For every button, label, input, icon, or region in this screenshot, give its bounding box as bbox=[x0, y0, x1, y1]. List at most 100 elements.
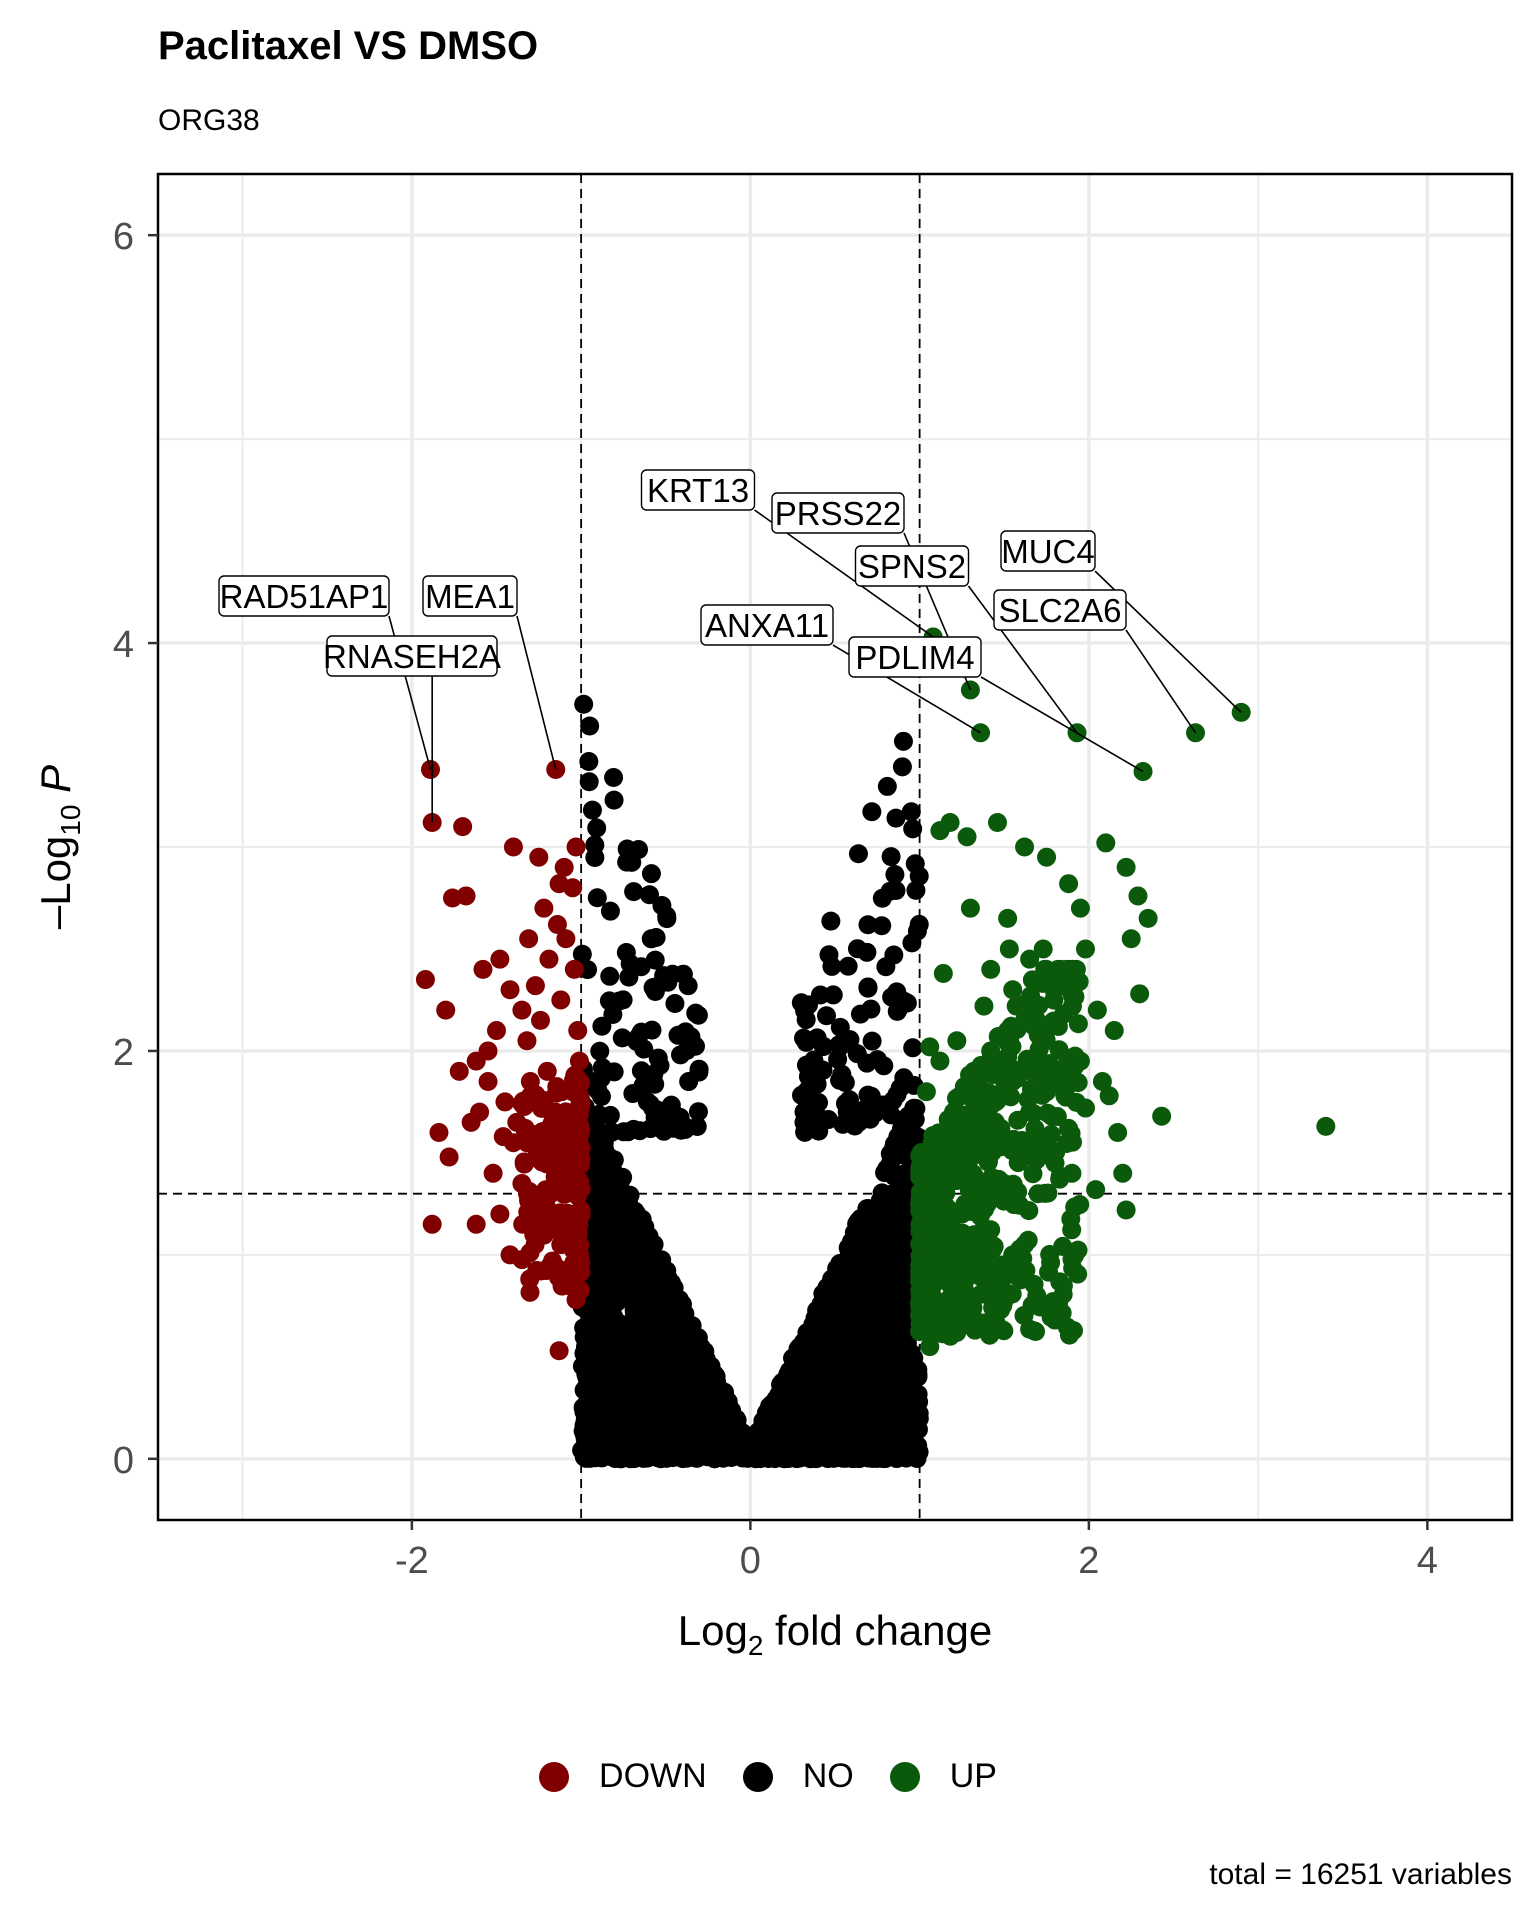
down-point bbox=[556, 929, 576, 949]
down-point bbox=[466, 1051, 486, 1071]
ns-point bbox=[642, 1393, 662, 1413]
gene-label-krt13: KRT13 bbox=[640, 469, 934, 638]
ns-point bbox=[892, 1259, 912, 1279]
ns-point bbox=[646, 928, 666, 948]
up-point bbox=[1113, 1163, 1133, 1183]
down-point bbox=[439, 1147, 459, 1167]
ns-point bbox=[665, 993, 685, 1013]
y-tick-label: 4 bbox=[113, 624, 134, 666]
ns-point bbox=[887, 1206, 907, 1226]
up-point bbox=[1075, 1098, 1095, 1118]
ns-point bbox=[590, 1041, 610, 1061]
ns-point bbox=[768, 1431, 788, 1451]
ns-point bbox=[909, 866, 929, 886]
ns-point bbox=[600, 966, 620, 986]
down-point bbox=[556, 1220, 576, 1240]
down-point bbox=[566, 837, 586, 857]
down-point bbox=[558, 1275, 578, 1295]
down-point bbox=[512, 1000, 532, 1020]
ns-point bbox=[804, 1428, 824, 1448]
down-point bbox=[500, 980, 520, 1000]
ns-point bbox=[847, 1314, 867, 1334]
up-point bbox=[955, 1265, 975, 1285]
up-point bbox=[1040, 1245, 1060, 1265]
up-point bbox=[1015, 1010, 1035, 1030]
ns-point bbox=[672, 1370, 692, 1390]
up-point bbox=[974, 1133, 994, 1153]
down-point bbox=[500, 1245, 520, 1265]
ns-point bbox=[686, 1003, 706, 1023]
up-point bbox=[1128, 886, 1148, 906]
up-point bbox=[1096, 833, 1116, 853]
ns-point bbox=[579, 772, 599, 792]
up-point bbox=[1024, 1274, 1044, 1294]
up-point bbox=[1075, 939, 1095, 959]
down-point bbox=[564, 959, 584, 979]
ns-point bbox=[583, 1368, 603, 1388]
ns-point bbox=[653, 1358, 673, 1378]
ns-point bbox=[822, 956, 842, 976]
up-point bbox=[1104, 1021, 1124, 1041]
up-point bbox=[921, 1270, 941, 1290]
legend-dot-up bbox=[889, 1761, 920, 1792]
ns-point bbox=[665, 1412, 685, 1432]
up-point bbox=[994, 1174, 1014, 1193]
up-point bbox=[960, 898, 980, 918]
y-axis-label: –Log10 P bbox=[32, 765, 86, 929]
ns-point bbox=[600, 901, 620, 921]
down-point bbox=[563, 1082, 583, 1102]
ns-point bbox=[639, 1329, 659, 1349]
ns-point bbox=[830, 1017, 850, 1037]
ns-point bbox=[688, 1102, 708, 1122]
ns-point bbox=[623, 1353, 643, 1373]
down-point bbox=[490, 1204, 510, 1224]
ns-point bbox=[860, 1255, 880, 1275]
ns-point bbox=[866, 1103, 886, 1123]
ns-point bbox=[691, 1403, 711, 1423]
legend-item-up: UP bbox=[889, 1757, 997, 1796]
up-point bbox=[1059, 1118, 1079, 1138]
ns-point bbox=[858, 978, 878, 998]
up-point bbox=[920, 1337, 940, 1357]
ns-point bbox=[643, 1421, 663, 1441]
up-point bbox=[940, 1153, 960, 1173]
ns-point bbox=[604, 768, 624, 788]
down-point bbox=[478, 1072, 498, 1092]
gene-labels: KRT13 PRSS22 MUC4 SPNS2 SLC2A6 ANXA11 PDLIM4 RA… bbox=[218, 469, 1242, 823]
ns-point bbox=[851, 1209, 871, 1229]
caption: total = 16251 variables bbox=[1209, 1858, 1512, 1891]
up-point bbox=[1008, 1110, 1028, 1130]
down-point bbox=[483, 1163, 503, 1183]
ns-point bbox=[886, 880, 906, 900]
ns-point bbox=[593, 1230, 613, 1250]
down-point bbox=[520, 1072, 540, 1092]
up-point bbox=[1030, 1297, 1050, 1317]
ns-point bbox=[673, 1319, 693, 1339]
ns-point bbox=[594, 1340, 614, 1360]
down-point bbox=[551, 1235, 571, 1255]
ns-point bbox=[614, 1377, 634, 1397]
up-point bbox=[942, 1298, 962, 1318]
ns-point bbox=[816, 1364, 836, 1384]
label-leader-line bbox=[516, 615, 557, 770]
label-box bbox=[326, 635, 498, 677]
ns-point bbox=[661, 1300, 681, 1320]
ns-point bbox=[862, 1031, 882, 1051]
up-point bbox=[1001, 1264, 1021, 1284]
ns-point bbox=[611, 1194, 631, 1214]
ns-point bbox=[874, 1056, 894, 1076]
ns-point bbox=[796, 1010, 816, 1030]
down-point bbox=[449, 1061, 469, 1081]
down-point bbox=[520, 1269, 540, 1289]
ns-point bbox=[885, 865, 905, 885]
ns-point bbox=[709, 1447, 729, 1467]
ns-point bbox=[850, 1004, 870, 1024]
ns-point bbox=[848, 1349, 868, 1369]
ns-point bbox=[877, 776, 897, 796]
down-point bbox=[525, 976, 545, 996]
up-point bbox=[1048, 1016, 1068, 1036]
up-point bbox=[987, 813, 1007, 833]
ns-point bbox=[645, 982, 665, 1002]
ns-point bbox=[891, 1280, 911, 1300]
ns-point bbox=[847, 1044, 867, 1064]
